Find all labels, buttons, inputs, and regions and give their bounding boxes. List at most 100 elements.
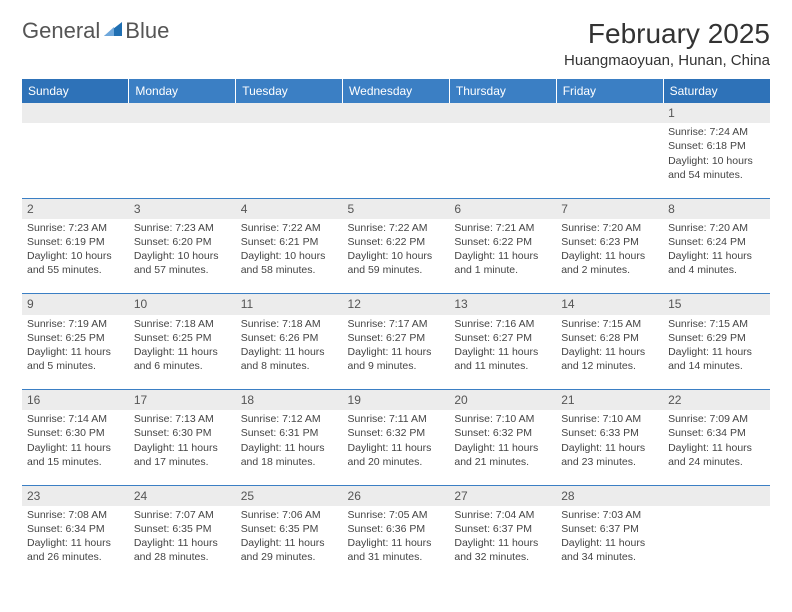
daylight-line: Daylight: 11 hours and 14 minutes. (668, 345, 765, 373)
sunset-line: Sunset: 6:32 PM (348, 426, 445, 440)
daylight-line: Daylight: 11 hours and 21 minutes. (454, 441, 551, 469)
header: General Blue February 2025 Huangmaoyuan,… (22, 18, 770, 69)
day-number-cell: 8 (663, 198, 770, 219)
day-number-cell: 26 (343, 485, 450, 506)
day-detail-cell: Sunrise: 7:09 AMSunset: 6:34 PMDaylight:… (663, 410, 770, 485)
day-detail-cell: Sunrise: 7:20 AMSunset: 6:23 PMDaylight:… (556, 219, 663, 294)
day-detail-cell: Sunrise: 7:23 AMSunset: 6:20 PMDaylight:… (129, 219, 236, 294)
daylight-line: Daylight: 11 hours and 2 minutes. (561, 249, 658, 277)
day-detail-cell: Sunrise: 7:20 AMSunset: 6:24 PMDaylight:… (663, 219, 770, 294)
day-number-cell: 15 (663, 294, 770, 315)
day-detail-cell: Sunrise: 7:05 AMSunset: 6:36 PMDaylight:… (343, 506, 450, 581)
day-detail-cell: Sunrise: 7:10 AMSunset: 6:33 PMDaylight:… (556, 410, 663, 485)
logo-text-2: Blue (125, 18, 169, 44)
day-detail-cell: Sunrise: 7:11 AMSunset: 6:32 PMDaylight:… (343, 410, 450, 485)
daylight-line: Daylight: 11 hours and 31 minutes. (348, 536, 445, 564)
day-number-cell: 6 (449, 198, 556, 219)
logo-text-1: General (22, 18, 100, 44)
sunset-line: Sunset: 6:27 PM (454, 331, 551, 345)
day-detail-cell: Sunrise: 7:18 AMSunset: 6:25 PMDaylight:… (129, 315, 236, 390)
daylight-line: Daylight: 10 hours and 54 minutes. (668, 154, 765, 182)
daylight-line: Daylight: 11 hours and 17 minutes. (134, 441, 231, 469)
sunrise-line: Sunrise: 7:06 AM (241, 508, 338, 522)
sunrise-line: Sunrise: 7:21 AM (454, 221, 551, 235)
daylight-line: Daylight: 11 hours and 9 minutes. (348, 345, 445, 373)
column-header: Saturday (663, 79, 770, 103)
daylight-line: Daylight: 10 hours and 57 minutes. (134, 249, 231, 277)
day-detail-cell (449, 123, 556, 198)
sunset-line: Sunset: 6:36 PM (348, 522, 445, 536)
day-number-cell (663, 485, 770, 506)
day-detail-cell (22, 123, 129, 198)
day-number-cell: 17 (129, 390, 236, 411)
day-detail-cell: Sunrise: 7:03 AMSunset: 6:37 PMDaylight:… (556, 506, 663, 581)
sunset-line: Sunset: 6:22 PM (348, 235, 445, 249)
sunrise-line: Sunrise: 7:23 AM (27, 221, 124, 235)
day-number-cell: 21 (556, 390, 663, 411)
sunrise-line: Sunrise: 7:05 AM (348, 508, 445, 522)
day-detail-cell: Sunrise: 7:06 AMSunset: 6:35 PMDaylight:… (236, 506, 343, 581)
sail-icon (102, 18, 124, 44)
sunrise-line: Sunrise: 7:24 AM (668, 125, 765, 139)
daylight-line: Daylight: 11 hours and 29 minutes. (241, 536, 338, 564)
sunrise-line: Sunrise: 7:04 AM (454, 508, 551, 522)
column-header: Wednesday (343, 79, 450, 103)
daylight-line: Daylight: 11 hours and 24 minutes. (668, 441, 765, 469)
daylight-line: Daylight: 11 hours and 15 minutes. (27, 441, 124, 469)
day-number-cell (449, 103, 556, 123)
daylight-line: Daylight: 11 hours and 34 minutes. (561, 536, 658, 564)
sunrise-line: Sunrise: 7:09 AM (668, 412, 765, 426)
sunset-line: Sunset: 6:30 PM (134, 426, 231, 440)
sunset-line: Sunset: 6:25 PM (134, 331, 231, 345)
sunrise-line: Sunrise: 7:22 AM (241, 221, 338, 235)
sunset-line: Sunset: 6:28 PM (561, 331, 658, 345)
sunset-line: Sunset: 6:35 PM (241, 522, 338, 536)
sunrise-line: Sunrise: 7:10 AM (561, 412, 658, 426)
day-detail-cell: Sunrise: 7:12 AMSunset: 6:31 PMDaylight:… (236, 410, 343, 485)
sunset-line: Sunset: 6:27 PM (348, 331, 445, 345)
sunset-line: Sunset: 6:29 PM (668, 331, 765, 345)
sunset-line: Sunset: 6:35 PM (134, 522, 231, 536)
day-number-cell: 3 (129, 198, 236, 219)
day-detail-cell: Sunrise: 7:21 AMSunset: 6:22 PMDaylight:… (449, 219, 556, 294)
sunset-line: Sunset: 6:32 PM (454, 426, 551, 440)
daylight-line: Daylight: 11 hours and 23 minutes. (561, 441, 658, 469)
day-number-cell (556, 103, 663, 123)
sunrise-line: Sunrise: 7:16 AM (454, 317, 551, 331)
sunset-line: Sunset: 6:21 PM (241, 235, 338, 249)
column-header: Sunday (22, 79, 129, 103)
sunrise-line: Sunrise: 7:22 AM (348, 221, 445, 235)
sunrise-line: Sunrise: 7:20 AM (561, 221, 658, 235)
sunset-line: Sunset: 6:18 PM (668, 139, 765, 153)
day-detail-cell (236, 123, 343, 198)
sunrise-line: Sunrise: 7:12 AM (241, 412, 338, 426)
day-number-cell: 27 (449, 485, 556, 506)
day-number-cell: 28 (556, 485, 663, 506)
day-number-cell: 20 (449, 390, 556, 411)
column-header: Tuesday (236, 79, 343, 103)
sunrise-line: Sunrise: 7:14 AM (27, 412, 124, 426)
sunset-line: Sunset: 6:23 PM (561, 235, 658, 249)
daylight-line: Daylight: 11 hours and 4 minutes. (668, 249, 765, 277)
day-detail-cell: Sunrise: 7:19 AMSunset: 6:25 PMDaylight:… (22, 315, 129, 390)
day-number-cell: 5 (343, 198, 450, 219)
daylight-line: Daylight: 11 hours and 6 minutes. (134, 345, 231, 373)
sunset-line: Sunset: 6:20 PM (134, 235, 231, 249)
daylight-line: Daylight: 10 hours and 55 minutes. (27, 249, 124, 277)
sunrise-line: Sunrise: 7:13 AM (134, 412, 231, 426)
location: Huangmaoyuan, Hunan, China (564, 52, 770, 69)
sunset-line: Sunset: 6:22 PM (454, 235, 551, 249)
daylight-line: Daylight: 11 hours and 1 minute. (454, 249, 551, 277)
daylight-line: Daylight: 11 hours and 32 minutes. (454, 536, 551, 564)
sunset-line: Sunset: 6:31 PM (241, 426, 338, 440)
title-block: February 2025 Huangmaoyuan, Hunan, China (564, 18, 770, 69)
sunset-line: Sunset: 6:30 PM (27, 426, 124, 440)
day-detail-cell (343, 123, 450, 198)
day-detail-cell: Sunrise: 7:07 AMSunset: 6:35 PMDaylight:… (129, 506, 236, 581)
sunrise-line: Sunrise: 7:18 AM (134, 317, 231, 331)
day-number-cell: 22 (663, 390, 770, 411)
daylight-line: Daylight: 11 hours and 8 minutes. (241, 345, 338, 373)
sunrise-line: Sunrise: 7:10 AM (454, 412, 551, 426)
sunset-line: Sunset: 6:19 PM (27, 235, 124, 249)
day-number-cell: 14 (556, 294, 663, 315)
